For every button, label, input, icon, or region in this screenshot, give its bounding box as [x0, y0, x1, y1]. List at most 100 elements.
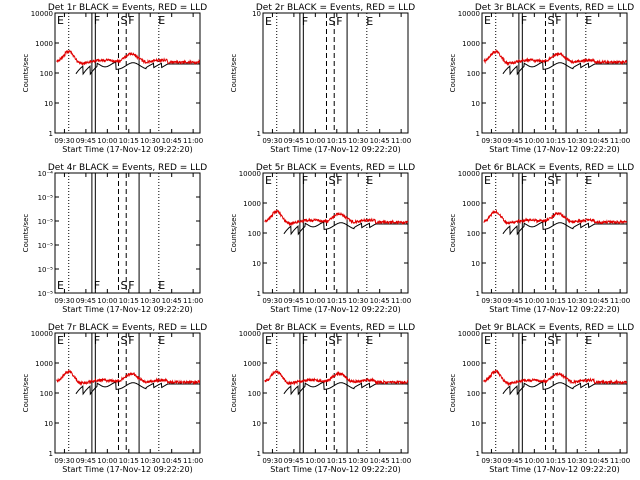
marker-label-f: F	[128, 14, 134, 27]
x-tick-label: 09:45	[503, 137, 523, 145]
lld-series-line	[264, 369, 408, 386]
marker-label-e: E	[484, 334, 491, 347]
marker-label-s: S	[120, 14, 127, 27]
marker-label-f: F	[302, 15, 308, 28]
y-tick-label: 10000	[239, 330, 261, 338]
x-tick-label: 11:00	[391, 297, 411, 305]
x-tick-label: 11:00	[391, 457, 411, 465]
y-axis-label: Counts/sec	[449, 214, 457, 253]
x-axis-label: Start Time (17-Nov-12 09:22:20)	[489, 305, 619, 314]
panel-det-7: Det 7r BLACK = Events, RED = LLD 1 10 100 10…	[22, 323, 207, 474]
x-tick-label: 10:15	[119, 297, 139, 305]
y-tick-label: 10⁻⁴	[38, 170, 54, 178]
marker-label-f: F	[94, 14, 100, 27]
marker-label-s: S	[328, 15, 335, 28]
y-tick-label: 100	[467, 70, 480, 78]
marker-label-f: F	[521, 14, 527, 27]
chart-title: Det 4r BLACK = Events, RED = LLD	[48, 163, 207, 173]
y-tick-label: 1000	[35, 360, 53, 368]
x-tick-label: 10:45	[370, 457, 390, 465]
lld-series-line	[483, 48, 627, 66]
x-axis-label: Start Time (17-Nov-12 09:22:20)	[270, 145, 400, 154]
x-tick-label: 09:45	[284, 297, 304, 305]
y-tick-label: 10	[471, 420, 480, 428]
y-tick-label: 10⁻⁵	[38, 194, 54, 202]
x-tick-label: 10:45	[370, 297, 390, 305]
marker-label-e: E	[57, 334, 64, 347]
events-series-line	[283, 381, 408, 396]
x-tick-label: 11:00	[610, 457, 630, 465]
y-tick-label: 1	[257, 290, 261, 298]
marker-label-e: E	[366, 174, 373, 187]
marker-label-f: F	[555, 174, 561, 187]
marker-label-f: F	[128, 334, 134, 347]
marker-label-f: F	[302, 174, 308, 187]
y-tick-label: 100	[248, 390, 261, 398]
y-tick-label: 10	[44, 100, 53, 108]
chart-title: Det 9r BLACK = Events, RED = LLD	[475, 323, 634, 333]
x-tick-label: 09:30	[262, 137, 282, 145]
y-axis-label: Counts/sec	[230, 214, 238, 253]
marker-label-f: F	[94, 279, 100, 292]
x-axis-label: Start Time (17-Nov-12 09:22:20)	[270, 305, 400, 314]
marker-label-e: E	[484, 14, 491, 27]
x-tick-label: 11:00	[610, 297, 630, 305]
y-tick-label: 1	[476, 450, 480, 458]
x-axis-label: Start Time (17-Nov-12 09:22:20)	[489, 145, 619, 154]
y-tick-label: 100	[467, 230, 480, 238]
x-tick-label: 09:45	[76, 457, 96, 465]
x-tick-label: 10:30	[348, 137, 368, 145]
x-tick-label: 10:15	[327, 297, 347, 305]
x-tick-label: 10:45	[589, 297, 609, 305]
marker-label-f: F	[555, 334, 561, 347]
x-tick-label: 10:00	[97, 137, 117, 145]
marker-label-f: F	[521, 174, 527, 187]
lld-series-line	[483, 369, 627, 387]
marker-label-f: F	[336, 174, 342, 187]
chart-title: Det 6r BLACK = Events, RED = LLD	[475, 163, 634, 173]
x-tick-label: 10:00	[524, 137, 544, 145]
x-tick-label: 11:00	[391, 137, 411, 145]
marker-label-f: F	[94, 334, 100, 347]
plot-frame	[262, 12, 409, 134]
y-tick-label: 1	[49, 130, 53, 138]
x-tick-label: 10:00	[97, 457, 117, 465]
y-tick-label: 10	[252, 260, 261, 268]
chart-title: Det 5r BLACK = Events, RED = LLD	[256, 163, 415, 173]
marker-label-e: E	[158, 279, 165, 292]
chart-title: Det 8r BLACK = Events, RED = LLD	[256, 323, 415, 333]
x-tick-label: 09:30	[54, 137, 74, 145]
y-axis-label: Counts/sec	[230, 374, 238, 413]
x-tick-label: 10:00	[524, 297, 544, 305]
x-tick-label: 10:45	[589, 137, 609, 145]
x-tick-label: 10:45	[370, 137, 390, 145]
y-tick-label: 10000	[458, 330, 480, 338]
x-tick-label: 09:30	[262, 297, 282, 305]
chart-title: Det 7r BLACK = Events, RED = LLD	[48, 323, 207, 333]
lld-series-line	[56, 369, 200, 386]
events-series-line	[502, 221, 627, 236]
x-tick-label: 10:15	[546, 457, 566, 465]
x-tick-label: 10:00	[305, 297, 325, 305]
y-tick-label: 1	[257, 450, 261, 458]
x-tick-label: 09:30	[54, 297, 74, 305]
y-tick-label: 10⁻⁵	[38, 242, 54, 250]
y-tick-label: 1	[257, 130, 261, 138]
x-tick-label: 11:00	[183, 137, 203, 145]
marker-label-s: S	[328, 174, 335, 187]
y-tick-label: 1000	[243, 360, 261, 368]
x-tick-label: 09:45	[503, 457, 523, 465]
lld-series-line	[483, 209, 627, 226]
x-tick-label: 10:00	[524, 457, 544, 465]
y-tick-label: 10	[471, 100, 480, 108]
x-tick-label: 10:00	[305, 457, 325, 465]
x-tick-label: 10:00	[97, 297, 117, 305]
y-tick-label: 10	[44, 420, 53, 428]
x-tick-label: 10:15	[327, 137, 347, 145]
x-tick-label: 10:30	[567, 297, 587, 305]
x-tick-label: 10:45	[162, 457, 182, 465]
marker-label-e: E	[366, 15, 373, 28]
y-tick-label: 10000	[458, 170, 480, 178]
x-tick-label: 10:30	[567, 457, 587, 465]
